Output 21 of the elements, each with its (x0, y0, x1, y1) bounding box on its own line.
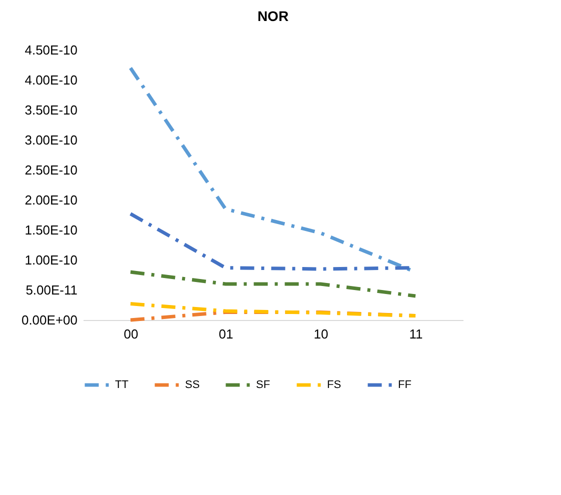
y-tick-label: 2.50E-10 (24, 162, 78, 178)
y-tick-label: 4.50E-10 (24, 42, 78, 58)
y-tick-label: 3.50E-10 (24, 102, 78, 118)
chart-title: NOR (257, 8, 289, 24)
y-tick-label: 0.00E+00 (21, 312, 78, 328)
legend-label: SS (185, 379, 200, 391)
y-tick-label: 1.50E-10 (24, 222, 78, 238)
legend-label: FS (327, 379, 342, 391)
line-series (128, 302, 418, 318)
y-tick-label: 4.00E-10 (24, 72, 78, 88)
y-tick-label: 3.00E-10 (24, 132, 78, 148)
y-tick-label: 5.00E-11 (26, 282, 78, 298)
x-tick-label: 10 (314, 326, 328, 342)
legend-label: SF (256, 379, 270, 391)
x-tick-label: 01 (218, 326, 234, 342)
x-tick-label: 00 (124, 326, 138, 342)
legend-label: FF (398, 379, 412, 391)
y-tick-label: 2.00E-10 (24, 192, 78, 208)
x-tick-label: 11 (409, 326, 423, 342)
y-tick-label: 1.00E-10 (24, 252, 78, 268)
legend-label: TT (115, 379, 129, 391)
